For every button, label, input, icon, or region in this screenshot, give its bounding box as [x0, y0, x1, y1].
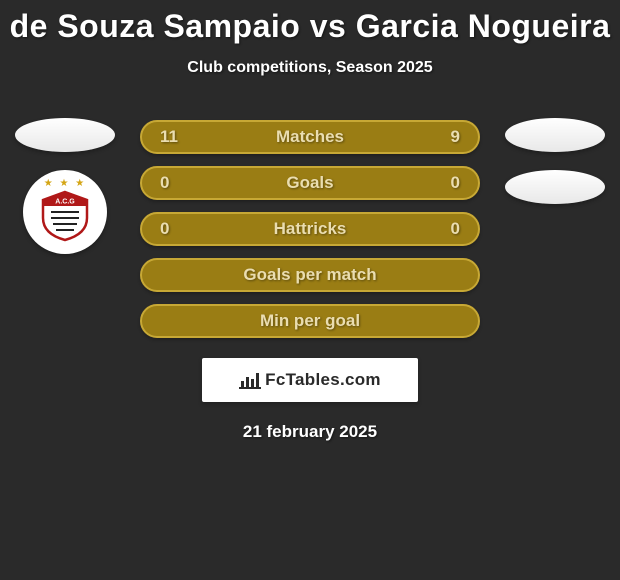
stat-label: Matches: [142, 127, 478, 147]
stat-label: Hattricks: [142, 219, 478, 239]
player-oval-badge: [15, 118, 115, 152]
stat-label: Min per goal: [142, 311, 478, 331]
left-player-badges: ★ ★ ★ A.C.G: [10, 118, 120, 254]
stat-bar: 0Goals0: [140, 166, 480, 200]
page-title: de Souza Sampaio vs Garcia Nogueira: [0, 0, 620, 45]
club-shield-icon: A.C.G: [39, 190, 91, 242]
footer-date: 21 february 2025: [0, 422, 620, 442]
club-badge-left: ★ ★ ★ A.C.G: [23, 170, 107, 254]
player-oval-badge: [505, 170, 605, 204]
stat-bar: 0Hattricks0: [140, 212, 480, 246]
stat-label: Goals per match: [142, 265, 478, 285]
stats-bars: 11Matches9 0Goals0 0Hattricks0 Goals per ma…: [140, 120, 480, 350]
stat-label: Goals: [142, 173, 478, 193]
player-oval-badge: [505, 118, 605, 152]
club-stars-icon: ★ ★ ★: [33, 178, 97, 189]
bar-chart-icon: [239, 371, 261, 389]
club-badge-text: A.C.G: [55, 199, 75, 206]
right-player-badges: [500, 118, 610, 222]
stat-bar: Goals per match: [140, 258, 480, 292]
stat-bar: Min per goal: [140, 304, 480, 338]
watermark-text: FcTables.com: [265, 370, 381, 390]
subtitle: Club competitions, Season 2025: [0, 59, 620, 77]
watermark: FcTables.com: [202, 358, 418, 402]
stat-bar: 11Matches9: [140, 120, 480, 154]
